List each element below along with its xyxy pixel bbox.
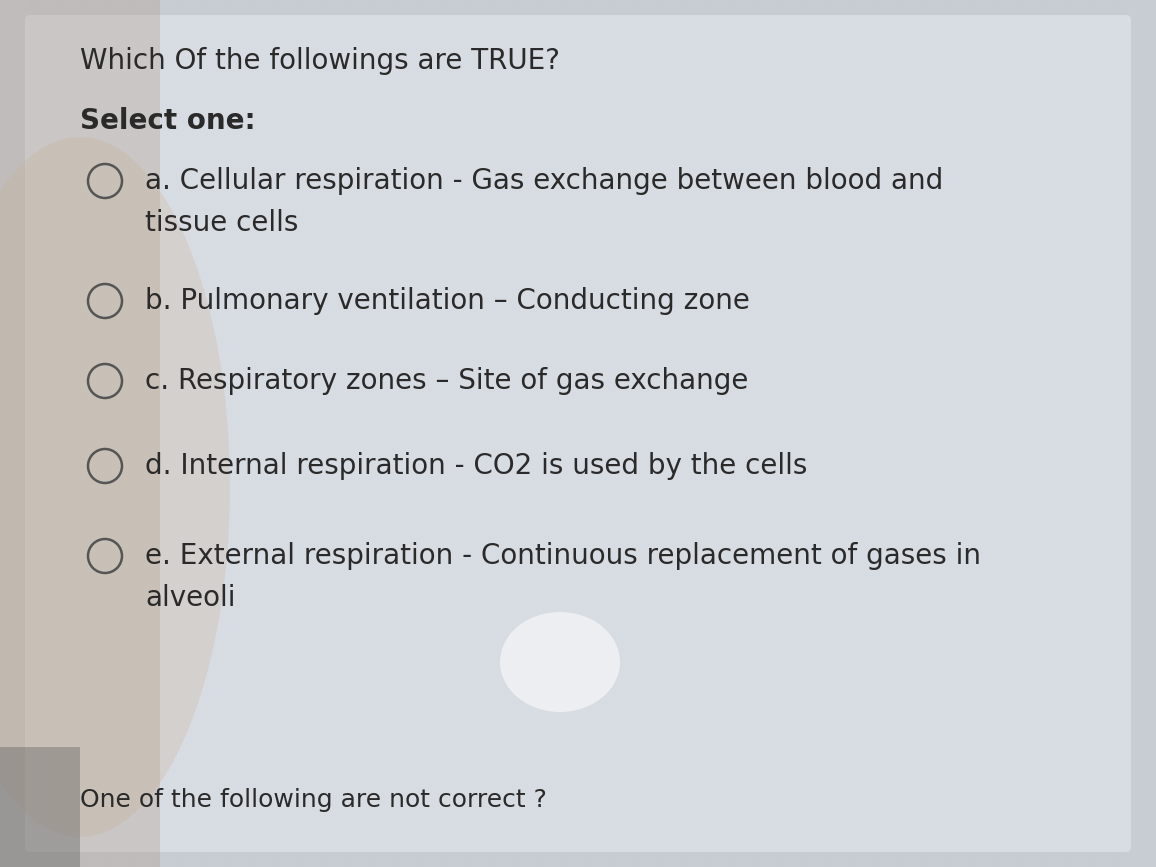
- Ellipse shape: [501, 612, 620, 712]
- Text: One of the following are not correct ?: One of the following are not correct ?: [80, 788, 547, 812]
- FancyBboxPatch shape: [25, 15, 1131, 852]
- Text: alveoli: alveoli: [144, 584, 236, 612]
- FancyBboxPatch shape: [0, 0, 160, 867]
- Text: d. Internal respiration - CO2 is used by the cells: d. Internal respiration - CO2 is used by…: [144, 452, 807, 480]
- Text: c. Respiratory zones – Site of gas exchange: c. Respiratory zones – Site of gas excha…: [144, 367, 748, 395]
- Ellipse shape: [0, 137, 230, 837]
- FancyBboxPatch shape: [0, 747, 80, 867]
- Text: a. Cellular respiration - Gas exchange between blood and: a. Cellular respiration - Gas exchange b…: [144, 167, 943, 195]
- Text: tissue cells: tissue cells: [144, 209, 298, 237]
- Text: Select one:: Select one:: [80, 107, 255, 135]
- Text: e. External respiration - Continuous replacement of gases in: e. External respiration - Continuous rep…: [144, 542, 981, 570]
- Text: Which Of the followings are TRUE?: Which Of the followings are TRUE?: [80, 47, 560, 75]
- Text: b. Pulmonary ventilation – Conducting zone: b. Pulmonary ventilation – Conducting zo…: [144, 287, 750, 315]
